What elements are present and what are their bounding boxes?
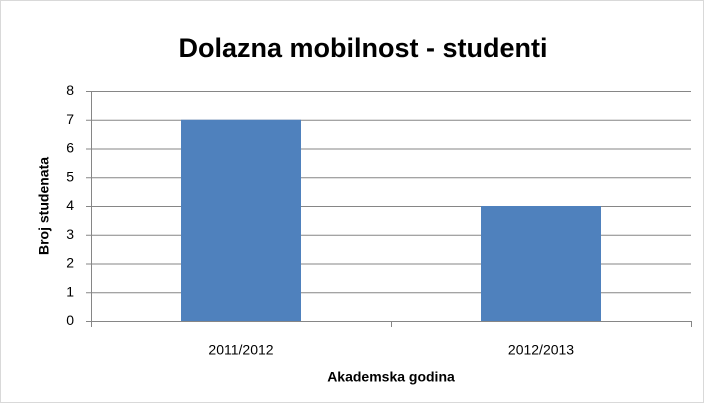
y-axis-title: Broj studenata: [36, 157, 52, 255]
x-axis-title: Akademska godina: [327, 369, 455, 385]
y-tick-label: 6: [66, 140, 74, 156]
chart-title: Dolazna mobilnost - studenti: [179, 33, 548, 63]
y-tick-label: 8: [66, 82, 74, 98]
bar: [481, 206, 601, 321]
x-tick-label: 2012/2013: [508, 342, 574, 358]
y-tick-label: 4: [66, 197, 74, 213]
y-tick-label: 7: [66, 111, 74, 127]
y-tick-label: 0: [66, 312, 74, 328]
bar: [181, 119, 301, 321]
y-tick-label: 3: [66, 226, 74, 242]
y-tick-label: 2: [66, 255, 74, 271]
y-tick-label: 5: [66, 168, 74, 184]
x-tick-label: 2011/2012: [208, 342, 273, 358]
y-tick-label: 1: [66, 283, 74, 299]
